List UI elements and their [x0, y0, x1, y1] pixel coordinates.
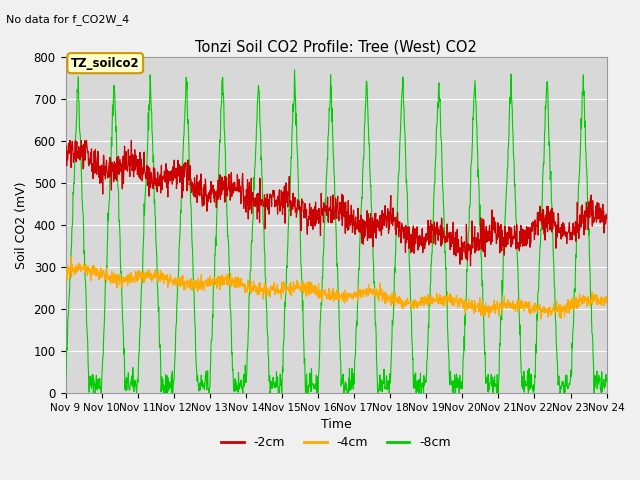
Legend: -2cm, -4cm, -8cm: -2cm, -4cm, -8cm: [216, 431, 456, 454]
Y-axis label: Soil CO2 (mV): Soil CO2 (mV): [15, 181, 28, 269]
X-axis label: Time: Time: [321, 419, 351, 432]
Text: TZ_soilco2: TZ_soilco2: [71, 57, 140, 70]
Title: Tonzi Soil CO2 Profile: Tree (West) CO2: Tonzi Soil CO2 Profile: Tree (West) CO2: [195, 39, 477, 54]
Text: No data for f_CO2W_4: No data for f_CO2W_4: [6, 14, 130, 25]
